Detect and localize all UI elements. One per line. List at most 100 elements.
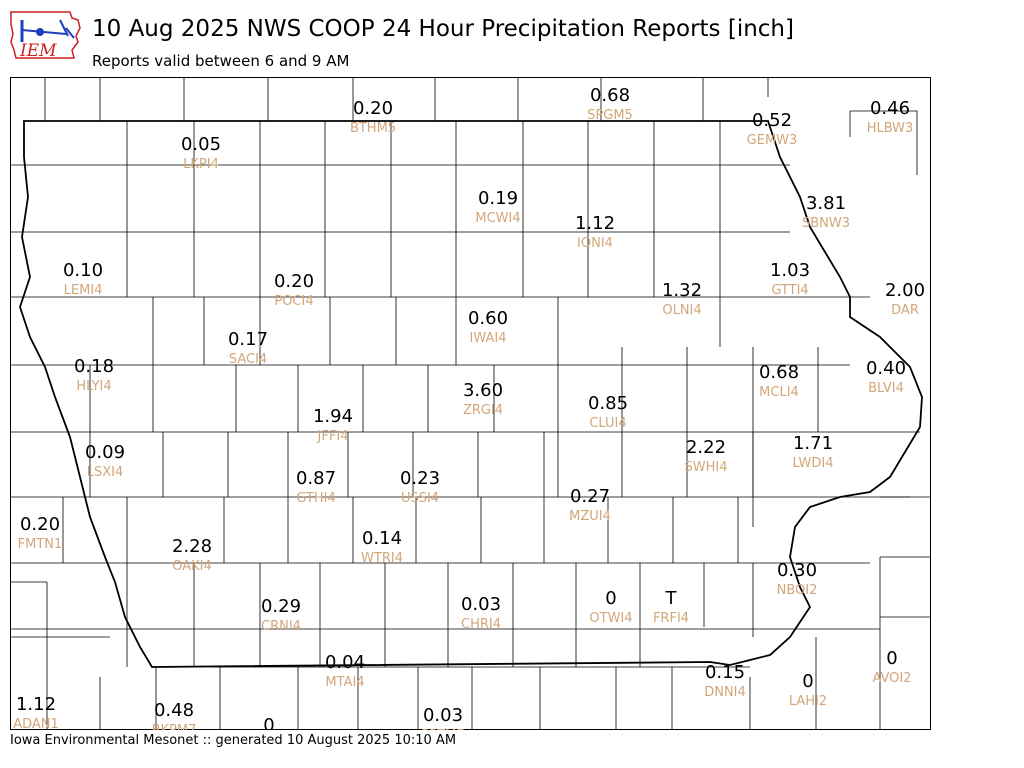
station-id: SBNW3 bbox=[802, 216, 850, 231]
station-id: BKPM7 bbox=[152, 723, 197, 730]
station-id: OLNI4 bbox=[662, 303, 701, 318]
station-myvm7: 0MYVM7 bbox=[263, 715, 274, 730]
station-jffi4: 1.94 JFFI4 bbox=[313, 406, 353, 444]
station-id: HLBW3 bbox=[867, 121, 914, 136]
station-id: JFFI4 bbox=[317, 429, 349, 444]
station-value: 0.04 bbox=[325, 652, 365, 673]
station-id: PRTM7 bbox=[421, 728, 464, 730]
station-swhi4: 2.22 SWHI4 bbox=[685, 437, 728, 475]
station-bkpm7: 0.48 BKPM7 bbox=[152, 700, 197, 730]
station-spgm5: 0.68 SPGM5 bbox=[587, 85, 633, 123]
station-value: 0.85 bbox=[588, 393, 628, 414]
station-id: GEMW3 bbox=[747, 133, 798, 148]
station-value: 2.22 bbox=[686, 437, 726, 458]
station-id: CLUI4 bbox=[589, 416, 626, 431]
station-id: BLVI4 bbox=[868, 381, 904, 396]
station-value: 0.52 bbox=[752, 110, 792, 131]
station-id: LAHI2 bbox=[789, 694, 827, 709]
station-value: 1.71 bbox=[793, 433, 833, 454]
station-zrgi4: 3.60 ZRGI4 bbox=[463, 380, 503, 418]
station-id: LWDI4 bbox=[792, 456, 833, 471]
station-value: 0.03 bbox=[423, 705, 463, 726]
station-value: 0.17 bbox=[228, 329, 268, 350]
station-mcli4: 0.68 MCLI4 bbox=[759, 362, 799, 400]
station-value: 0.15 bbox=[705, 662, 745, 683]
station-id: NBOI2 bbox=[777, 583, 818, 598]
station-poci4: 0.20 POCI4 bbox=[274, 271, 314, 309]
station-gtti4: 1.03 GTTI4 bbox=[770, 260, 810, 298]
station-id: CHRI4 bbox=[461, 617, 501, 632]
station-lahi2: 0 LAHI2 bbox=[789, 671, 827, 709]
station-id: FMTN1 bbox=[18, 537, 63, 552]
station-id: SACI4 bbox=[229, 352, 267, 367]
station-ioni4: 1.12 IONI4 bbox=[575, 213, 615, 251]
station-id: SPGM5 bbox=[587, 108, 633, 123]
station-value: 2.28 bbox=[172, 536, 212, 557]
station-chri4: 0.03 CHRI4 bbox=[461, 594, 501, 632]
station-value: 0 bbox=[886, 648, 897, 669]
station-value: 0.05 bbox=[181, 134, 221, 155]
station-id: USSI4 bbox=[401, 491, 439, 506]
station-value: 0.20 bbox=[20, 514, 60, 535]
station-crni4: 0.29 CRNI4 bbox=[261, 596, 301, 634]
station-avoi2: 0 AVOI2 bbox=[872, 648, 911, 686]
station-id: IWAI4 bbox=[470, 331, 507, 346]
station-id: FRFI4 bbox=[653, 611, 689, 626]
station-value: 1.12 bbox=[16, 694, 56, 715]
station-id: GTTI4 bbox=[771, 283, 808, 298]
footer-credit: Iowa Environmental Mesonet :: generated … bbox=[10, 733, 457, 748]
station-olni4: 1.32 OLNI4 bbox=[662, 280, 702, 318]
station-ussi4: 0.23 USSI4 bbox=[400, 468, 440, 506]
station-id: HLYI4 bbox=[76, 379, 111, 394]
station-value: 0.03 bbox=[461, 594, 501, 615]
station-value: 0 bbox=[263, 715, 274, 730]
station-value: 0 bbox=[802, 671, 813, 692]
station-id: ADAN1 bbox=[13, 717, 59, 730]
station-lwdi4: 1.71 LWDI4 bbox=[792, 433, 833, 471]
station-otwi4: 0 OTWI4 bbox=[589, 588, 632, 626]
station-mtai4: 0.04 MTAI4 bbox=[325, 652, 365, 690]
station-sbnw3: 3.81 SBNW3 bbox=[802, 193, 850, 231]
logo-text: IEM bbox=[19, 41, 57, 61]
station-id: WTRI4 bbox=[361, 551, 403, 566]
station-id: MCWI4 bbox=[475, 211, 520, 226]
station-value: 0.19 bbox=[478, 188, 518, 209]
station-id: LEMI4 bbox=[64, 283, 103, 298]
station-bthm5: 0.20 BTHM5 bbox=[350, 98, 396, 136]
station-value: 0.27 bbox=[570, 486, 610, 507]
county-lines bbox=[10, 77, 931, 730]
station-value: 0.87 bbox=[296, 468, 336, 489]
station-id: CRNI4 bbox=[261, 619, 301, 634]
station-nboi2: 0.30 NBOI2 bbox=[777, 560, 818, 598]
station-id: MTAI4 bbox=[325, 675, 364, 690]
station-hlbw3: 0.46 HLBW3 bbox=[867, 98, 914, 136]
station-value: 0.10 bbox=[63, 260, 103, 281]
station-value: 0.14 bbox=[362, 528, 402, 549]
station-value: 1.94 bbox=[313, 406, 353, 427]
station-value: 0.40 bbox=[866, 358, 906, 379]
station-value: 1.12 bbox=[575, 213, 615, 234]
station-value: 1.03 bbox=[770, 260, 810, 281]
station-id: GTHI4 bbox=[296, 491, 335, 506]
station-blvi4: 0.40 BLVI4 bbox=[866, 358, 906, 396]
station-value: 0.48 bbox=[154, 700, 194, 721]
station-value: 3.60 bbox=[463, 380, 503, 401]
station-labels: 0.20 BTHM5 0.68 SPGM5 0.52 GEMW3 0.46 HLBW3 0.05… bbox=[13, 85, 925, 730]
station-oaki4: 2.28 OAKI4 bbox=[172, 536, 212, 574]
station-value: 0.30 bbox=[777, 560, 817, 581]
station-value: 0.46 bbox=[870, 98, 910, 119]
station-id: MCLI4 bbox=[759, 385, 799, 400]
station-value: T bbox=[665, 588, 678, 609]
iem-logo: IEM bbox=[10, 11, 81, 61]
station-value: 0.20 bbox=[274, 271, 314, 292]
station-value: 0.20 bbox=[353, 98, 393, 119]
station-id: MZUI4 bbox=[569, 509, 611, 524]
iowa-boundary bbox=[19, 120, 923, 668]
station-dar: 2.00 DAR bbox=[885, 280, 925, 318]
station-fmtn1: 0.20 FMTN1 bbox=[18, 514, 63, 552]
station-id: OTWI4 bbox=[589, 611, 632, 626]
station-lsxi4: 0.09 LSXI4 bbox=[85, 442, 125, 480]
station-id: OAKI4 bbox=[172, 559, 212, 574]
station-id: LSXI4 bbox=[87, 465, 124, 480]
station-prtm7: 0.03 PRTM7 bbox=[421, 705, 464, 730]
